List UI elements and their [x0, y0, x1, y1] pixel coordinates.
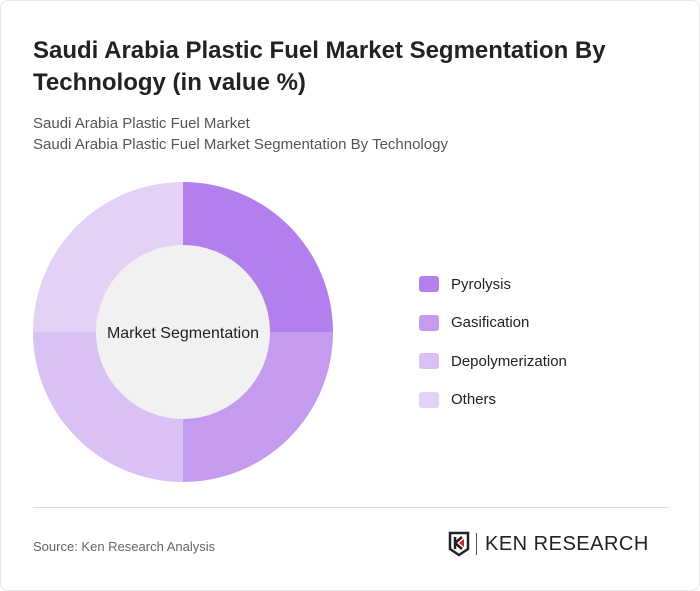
legend-swatch [419, 353, 439, 370]
legend-item-others[interactable]: Others [419, 381, 567, 420]
center-label: Market Segmentation [107, 325, 259, 342]
source-note: Source: Ken Research Analysis [33, 539, 216, 554]
donut-hole [96, 245, 270, 419]
subtitle-segmentation: Saudi Arabia Plastic Fuel Market Segment… [33, 136, 448, 153]
subtitle-market: Saudi Arabia Plastic Fuel Market [33, 115, 250, 132]
legend-swatch [419, 276, 439, 293]
ken-research-logo: KEN RESEARCH [448, 531, 649, 557]
legend: Pyrolysis Gasification Depolymerization Oth… [419, 265, 567, 419]
legend-item-gasification[interactable]: Gasification [419, 304, 567, 343]
chart-title: Saudi Arabia Plastic Fuel Market Segment… [33, 37, 606, 96]
legend-item-pyrolysis[interactable]: Pyrolysis [419, 265, 567, 304]
logo-icon [448, 531, 470, 557]
legend-item-depolymerization[interactable]: Depolymerization [419, 342, 567, 381]
legend-swatch [419, 314, 439, 331]
legend-label: Gasification [451, 314, 530, 332]
legend-label: Depolymerization [451, 352, 567, 370]
logo-separator [476, 533, 477, 555]
donut-chart: Market Segmentation [33, 182, 333, 482]
legend-label: Pyrolysis [451, 275, 512, 293]
divider [33, 507, 669, 508]
legend-swatch [419, 391, 439, 408]
legend-label: Others [451, 391, 497, 409]
logo-text: KEN RESEARCH [485, 532, 649, 555]
